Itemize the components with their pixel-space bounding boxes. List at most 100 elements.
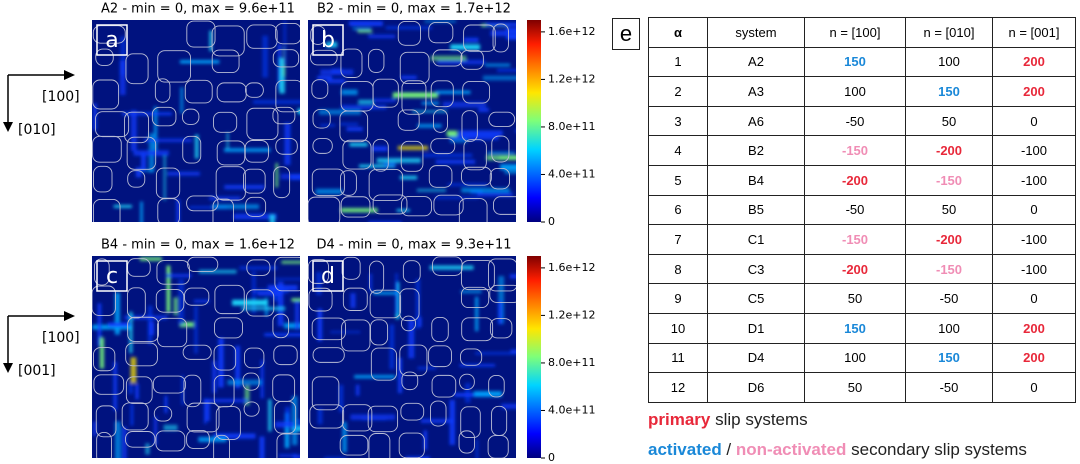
particle-outline (182, 108, 200, 125)
particle-outline (183, 374, 202, 408)
particle-outline (489, 168, 510, 190)
particle-outline (92, 285, 116, 316)
particle-outline (125, 53, 149, 85)
particle-outline (214, 317, 243, 339)
particle-outline (153, 406, 173, 422)
particle-outline (246, 289, 275, 317)
axis-label: [100] (42, 330, 80, 346)
particle-outline (124, 111, 150, 144)
table-cell: 12 (648, 372, 708, 403)
particle-outline (157, 317, 188, 348)
particle-outline (93, 347, 116, 372)
particle-outline (488, 375, 505, 398)
table-cell: -50 (804, 194, 906, 226)
particle-outline (402, 260, 421, 283)
particle-outline (126, 287, 146, 319)
particle-outline (95, 405, 117, 438)
colorbar (527, 20, 541, 222)
particle-outline (125, 342, 158, 367)
table-cell: 0 (992, 194, 1076, 226)
table-cell: 0 (992, 105, 1076, 137)
particle-outline (182, 344, 212, 360)
colorbar-tick-label: 1.6e+12 (548, 261, 595, 274)
particle-outline (243, 168, 266, 194)
table-cell: D4 (707, 342, 805, 374)
particle-outline (211, 49, 240, 74)
particle-outline (368, 48, 385, 73)
heatmaps: A2 - min = 0, max = 9.6e+11 a B2 - min = 0… (3, 2, 595, 464)
particle-outline (432, 256, 463, 276)
particle-outline (96, 431, 112, 458)
particle-outline (370, 347, 398, 381)
table-cell: n = [010] (905, 17, 993, 48)
particle-outline (372, 138, 389, 172)
particle-outline (340, 48, 363, 78)
table-cell: 200 (992, 46, 1076, 78)
axis-label: [010] (18, 122, 56, 138)
table-row: 6 B5 -50 50 0 (648, 194, 1076, 226)
particle-outline (125, 431, 156, 448)
particle-outline (368, 168, 404, 201)
particle-outline (272, 49, 300, 68)
particle-outline (274, 256, 300, 292)
table-cell: -200 (905, 224, 993, 255)
particle-outline (156, 260, 190, 285)
axis-label: [001] (18, 363, 56, 379)
heatmap-detail (308, 256, 516, 458)
particle-outline (342, 139, 372, 170)
panel-letter: a (105, 28, 118, 53)
particle-outline (275, 79, 300, 113)
particle-outline (428, 21, 454, 44)
table-cell: B5 (707, 194, 805, 226)
particle-outline (430, 80, 454, 108)
particle-outline (397, 20, 421, 46)
table-cell: 100 (905, 312, 993, 344)
particle-outline (308, 287, 333, 312)
legend-text: non-activated (735, 440, 847, 459)
particle-outline (341, 256, 361, 280)
table-cell: -50 (905, 372, 993, 403)
particle-outline (460, 286, 490, 309)
panel-letter-box (312, 24, 344, 56)
table-row: 2 A3 100 150 200 (648, 76, 1076, 107)
particle-outline (121, 402, 149, 431)
table-row: 8 C3 -200 -150 -100 (648, 253, 1076, 285)
table-cell: -200 (804, 253, 906, 285)
particle-outline (274, 401, 297, 434)
arrow-head (3, 311, 75, 373)
panel-letter: d (321, 264, 335, 289)
particle-outline (95, 48, 114, 66)
particle-outline (245, 82, 264, 98)
particle-outline (489, 284, 516, 303)
table-cell: 11 (648, 342, 708, 374)
particle-outline (397, 109, 420, 131)
particle-outline (212, 198, 234, 222)
particle-outline (312, 347, 345, 363)
particle-outline (215, 406, 241, 440)
particle-outline (157, 198, 180, 222)
particle-outline (93, 165, 113, 193)
table-cell: D6 (707, 372, 805, 403)
table-cell: 50 (804, 283, 906, 314)
table-cell: 50 (905, 105, 993, 137)
particle-outline (211, 25, 245, 57)
panel-letter-box (96, 260, 128, 292)
particle-outline (489, 318, 513, 339)
panel-title: B2 - min = 0, max = 1.7e+12 (317, 2, 511, 17)
particle-outline (369, 289, 402, 319)
table-cell: A2 (707, 46, 805, 78)
particle-outline (272, 106, 296, 125)
table-cell: 1 (648, 46, 708, 78)
particle-outline (339, 110, 369, 143)
table-cell: n = [001] (992, 17, 1076, 48)
particle-outline (273, 166, 291, 199)
heatmap-detail (308, 20, 516, 222)
table-cell: 2 (648, 76, 708, 107)
particle-outline (127, 170, 146, 188)
particle-outline (155, 289, 185, 313)
table-row: 1 A2 150 100 200 (648, 46, 1076, 78)
legend-text: / (721, 440, 736, 459)
table-row: 10 D1 150 100 200 (648, 312, 1076, 344)
header-row: α system n = [100] n = [010] n = [001] (648, 17, 1076, 48)
particle-outline (154, 78, 171, 103)
